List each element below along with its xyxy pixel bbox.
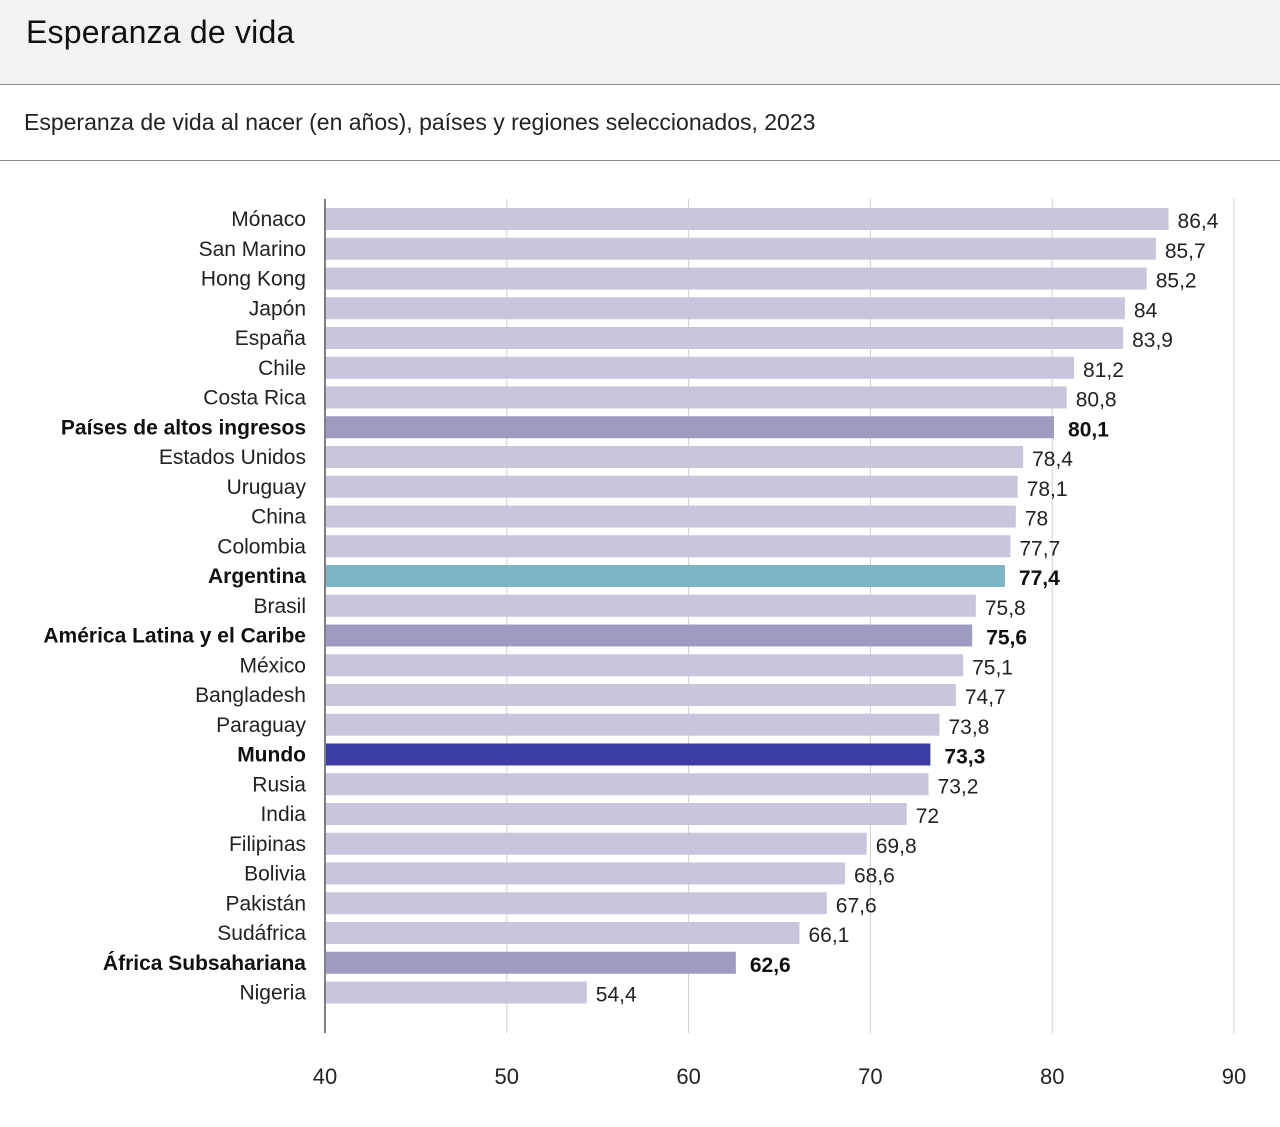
category-label: Filipinas xyxy=(229,833,306,856)
bar xyxy=(326,922,800,944)
category-label: Paraguay xyxy=(216,714,306,737)
value-label: 73,8 xyxy=(948,716,989,739)
value-label: 78,1 xyxy=(1027,478,1068,501)
value-label: 85,2 xyxy=(1156,270,1197,293)
value-label: 54,4 xyxy=(596,984,637,1007)
category-label: Sudáfrica xyxy=(217,922,306,945)
bar xyxy=(326,624,973,647)
bar xyxy=(326,475,1018,498)
chart-title: Esperanza de vida xyxy=(26,14,295,50)
bar-chart: Mónaco San Marino Hong Kong Japón España Chil… xyxy=(43,199,1246,1089)
category-label: Mundo xyxy=(237,744,306,767)
value-label: 62,6 xyxy=(750,954,791,977)
category-label: Pakistán xyxy=(225,892,306,915)
bars xyxy=(326,208,1169,1004)
x-tick-label: 60 xyxy=(676,1064,700,1089)
bar xyxy=(326,297,1125,320)
category-label: Uruguay xyxy=(227,476,307,499)
bar xyxy=(326,713,940,736)
bar xyxy=(326,416,1055,439)
bar xyxy=(326,565,1005,587)
value-label: 78,4 xyxy=(1032,448,1073,471)
bar xyxy=(326,505,1016,528)
category-label: Bangladesh xyxy=(195,684,306,707)
value-label: 84 xyxy=(1134,299,1158,322)
bar xyxy=(326,356,1075,379)
category-label: Bolivia xyxy=(244,863,306,886)
value-label: 75,1 xyxy=(972,656,1013,679)
bar xyxy=(326,981,587,1004)
bar xyxy=(326,773,929,796)
value-label: 66,1 xyxy=(808,924,849,947)
category-label: Argentina xyxy=(208,565,306,588)
value-label: 75,6 xyxy=(986,627,1027,650)
value-labels: 86,4 85,7 85,2 84 83,9 81,2 80,8 80,1 78,4 78,1 78… xyxy=(596,210,1219,1007)
value-label: 72 xyxy=(916,805,939,828)
category-label: España xyxy=(235,327,307,350)
category-label: China xyxy=(251,506,306,529)
value-label: 73,2 xyxy=(938,775,979,798)
value-label: 77,7 xyxy=(1019,537,1060,560)
value-label: 69,8 xyxy=(876,835,917,858)
category-label: San Marino xyxy=(199,238,306,261)
bar xyxy=(326,803,907,825)
x-tick-label: 40 xyxy=(313,1064,337,1089)
x-tick-label: 50 xyxy=(495,1064,519,1089)
x-axis-ticks: 40 50 60 70 80 90 xyxy=(313,1064,1246,1089)
category-label: Costa Rica xyxy=(203,387,306,410)
category-label: Mónaco xyxy=(231,208,306,231)
bar xyxy=(326,684,956,706)
category-label: India xyxy=(260,803,306,826)
value-label: 80,8 xyxy=(1076,389,1117,412)
bar xyxy=(326,208,1169,230)
value-label: 80,1 xyxy=(1068,418,1109,441)
bar xyxy=(326,654,964,677)
value-label: 81,2 xyxy=(1083,359,1124,382)
x-tick-label: 80 xyxy=(1040,1064,1064,1089)
category-label: Países de altos ingresos xyxy=(61,416,306,439)
category-label: Brasil xyxy=(253,595,306,618)
value-label: 68,6 xyxy=(854,865,895,888)
bar xyxy=(326,594,976,617)
value-label: 77,4 xyxy=(1019,567,1060,590)
bar xyxy=(326,237,1156,260)
bar xyxy=(326,951,736,974)
value-label: 83,9 xyxy=(1132,329,1173,352)
category-label: América Latina y el Caribe xyxy=(43,625,306,648)
category-label: Rusia xyxy=(252,773,306,796)
value-label: 85,7 xyxy=(1165,240,1206,263)
category-label: Hong Kong xyxy=(201,268,306,291)
bar xyxy=(326,267,1147,290)
category-label: Colombia xyxy=(217,535,306,558)
chart-subtitle-bar: Esperanza de vida al nacer (en años), pa… xyxy=(0,85,1280,161)
bar xyxy=(326,743,931,766)
category-label: Estados Unidos xyxy=(159,446,306,469)
category-label: Nigeria xyxy=(239,982,306,1005)
chart-header: Esperanza de vida xyxy=(0,0,1280,85)
value-label: 78 xyxy=(1025,508,1048,531)
value-label: 67,6 xyxy=(836,894,877,917)
bar xyxy=(326,832,867,855)
category-label: México xyxy=(239,654,306,677)
category-labels: Mónaco San Marino Hong Kong Japón España Chil… xyxy=(43,208,306,1005)
bar xyxy=(326,535,1011,558)
category-label: Chile xyxy=(258,357,306,380)
chart-subtitle: Esperanza de vida al nacer (en años), pa… xyxy=(24,109,816,135)
category-label: Japón xyxy=(249,297,306,320)
x-tick-label: 70 xyxy=(858,1064,882,1089)
bar xyxy=(326,862,845,885)
value-label: 86,4 xyxy=(1178,210,1219,233)
value-label: 75,8 xyxy=(985,597,1026,620)
x-tick-label: 90 xyxy=(1222,1064,1246,1089)
value-label: 73,3 xyxy=(944,746,985,769)
bar xyxy=(326,892,827,915)
value-label: 74,7 xyxy=(965,686,1006,709)
bar xyxy=(326,386,1067,409)
bar xyxy=(326,327,1124,349)
bar xyxy=(326,446,1024,468)
category-label: África Subsahariana xyxy=(103,952,306,975)
